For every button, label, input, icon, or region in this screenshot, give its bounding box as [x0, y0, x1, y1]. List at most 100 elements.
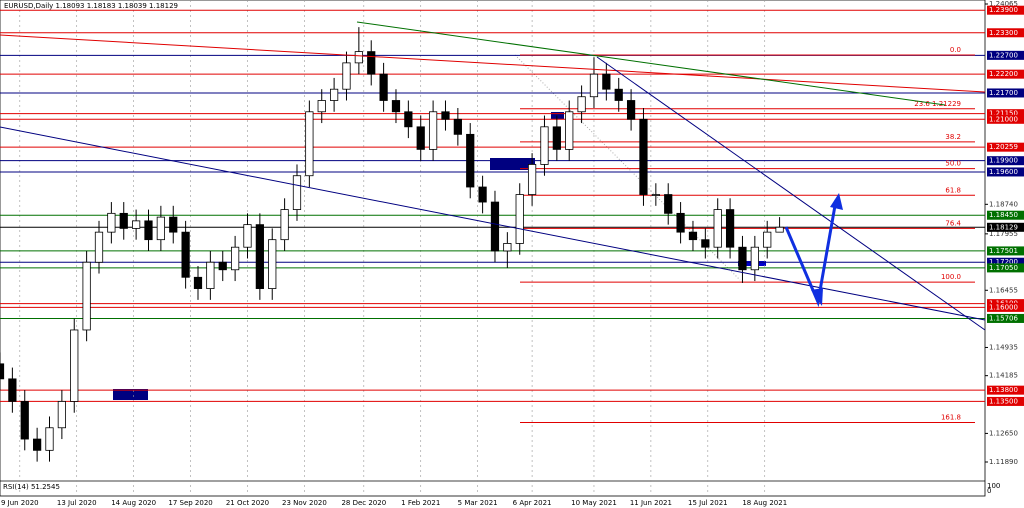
candle-body — [243, 224, 252, 248]
level-label-box — [987, 50, 1024, 60]
candle-body — [688, 231, 698, 241]
x-tick-label: 23 Nov 2020 — [282, 499, 327, 507]
level-label-box — [987, 88, 1024, 98]
candle-body — [515, 194, 524, 244]
candle-body — [132, 220, 141, 229]
candle-body — [156, 216, 165, 241]
x-tick-label: 6 Apr 2021 — [513, 499, 552, 507]
trendlines — [0, 21, 986, 331]
level-label-box — [987, 114, 1024, 124]
arrow-head — [811, 288, 823, 306]
level-label: 1.17200 — [989, 258, 1018, 266]
candle-body — [763, 231, 772, 248]
level-label: 1.13500 — [989, 397, 1018, 405]
candle-body — [676, 212, 685, 233]
candle-body — [391, 100, 401, 113]
zone — [551, 112, 564, 119]
x-tick-label: 10 May 2021 — [571, 499, 617, 507]
candle-body — [354, 51, 363, 64]
level-label-box — [987, 5, 1024, 15]
candle-body — [317, 100, 326, 113]
candle-body — [0, 363, 5, 380]
candle-body — [639, 118, 648, 195]
candle-body — [379, 73, 388, 101]
candle-body — [552, 126, 561, 150]
level-label-box — [987, 222, 1024, 232]
y-tick-label: 1.11890 — [989, 458, 1018, 466]
level-label: 1.18129 — [989, 223, 1018, 231]
level-label: 1.17501 — [989, 247, 1018, 255]
candle-body — [466, 133, 475, 188]
candle-body — [527, 164, 537, 195]
level-label-box — [987, 167, 1024, 177]
candle-body — [701, 239, 710, 248]
y-tick-label: 1.18740 — [989, 200, 1018, 208]
x-tick-label: 9 Jun 2020 — [1, 499, 39, 507]
candle-body — [218, 261, 227, 271]
level-label: 1.20259 — [989, 143, 1018, 151]
level-label: 1.22200 — [989, 70, 1018, 78]
candle-body — [602, 73, 611, 90]
level-label: 1.16000 — [989, 303, 1018, 311]
fibo-label: 61.8 — [945, 186, 961, 194]
fibo-label: 100.0 — [941, 273, 961, 281]
fibo-label: 38.2 — [945, 133, 961, 141]
candle-body — [342, 62, 351, 90]
candle-body — [614, 88, 623, 101]
candle-body — [206, 261, 215, 289]
candle-body — [478, 186, 487, 203]
y-tick-label: 1.16455 — [989, 286, 1018, 294]
y-tick-label: 1.24065 — [989, 0, 1018, 8]
level-label-box — [987, 313, 1024, 323]
candle-body — [292, 175, 302, 210]
trendline — [596, 56, 986, 331]
candle-body — [20, 401, 29, 440]
level-label-box — [987, 28, 1024, 38]
y-tick-label: 1.17955 — [989, 230, 1018, 238]
y-tick-label: 1.14185 — [989, 372, 1018, 380]
candle-body — [589, 73, 599, 98]
candle-body — [565, 111, 574, 150]
level-label-box — [987, 109, 1024, 119]
candle-body — [268, 239, 277, 289]
forecast-arrow — [784, 199, 838, 308]
trendline — [356, 21, 946, 106]
candle-body — [540, 126, 549, 165]
x-tick-label: 17 Sep 2020 — [168, 499, 212, 507]
level-label-box — [987, 210, 1024, 220]
level-label: 1.19900 — [989, 157, 1018, 165]
rsi-label: RSI(14) 51.2545 — [3, 483, 60, 491]
candle-body — [453, 118, 462, 135]
candle-body — [33, 438, 42, 451]
candle-body — [45, 427, 54, 451]
y-tick-label: 1.14935 — [989, 343, 1018, 351]
level-label: 1.22700 — [989, 51, 1018, 59]
level-label: 1.13800 — [989, 386, 1018, 394]
fibo-label: 76.4 — [945, 219, 961, 227]
candle-body — [82, 261, 91, 331]
candle-body — [404, 111, 413, 128]
chart-title: EURUSD,Daily 1.18093 1.18183 1.18039 1.1… — [4, 2, 178, 10]
candle-body — [490, 201, 500, 252]
candle-body — [738, 246, 747, 271]
x-tick-label: 14 Aug 2020 — [111, 499, 156, 507]
level-label-box — [987, 396, 1024, 406]
candle-body — [651, 194, 660, 196]
candle-body — [775, 226, 784, 233]
candle-body — [255, 224, 264, 289]
level-label: 1.15706 — [989, 314, 1018, 322]
candle-body — [57, 401, 66, 429]
arrow-head — [830, 193, 843, 210]
candle-body — [181, 231, 190, 278]
candle-body — [367, 51, 376, 75]
candle-body — [70, 329, 79, 402]
fibo-label: 161.8 — [941, 414, 961, 422]
candle-body — [94, 231, 104, 263]
level-label: 1.21700 — [989, 89, 1018, 97]
level-label-box — [987, 69, 1024, 79]
level-label: 1.19600 — [989, 168, 1018, 176]
level-label: 1.17050 — [989, 264, 1018, 272]
candle-body — [626, 100, 636, 120]
candle-body — [119, 212, 128, 229]
